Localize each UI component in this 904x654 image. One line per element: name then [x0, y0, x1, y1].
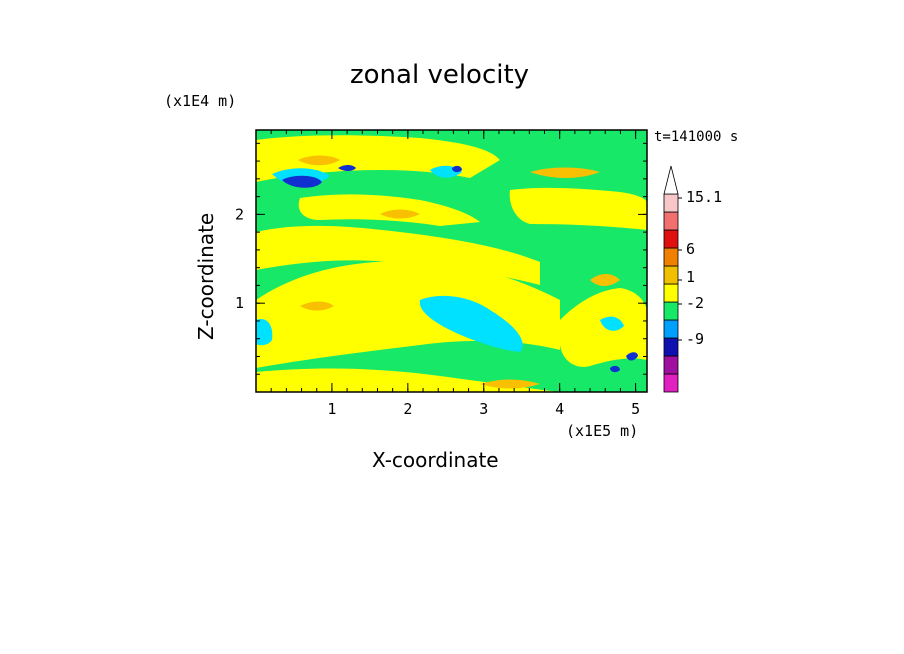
- contour-region: [338, 165, 356, 171]
- contour-region: [300, 301, 334, 311]
- colorbar-label: 6: [686, 240, 695, 258]
- colorbar-bin: [663, 265, 679, 285]
- colorbar-label: 1: [686, 268, 695, 286]
- colorbar-bin: [663, 301, 679, 321]
- contour-region: [560, 288, 647, 367]
- axis-ticks: 1 2 3 4 5 1 2: [235, 130, 647, 418]
- contour-region: [480, 379, 540, 389]
- contour-field: [256, 130, 647, 392]
- y-axis-unit: (x1E4 m): [164, 92, 237, 110]
- x-axis-unit: (x1E5 m): [566, 422, 639, 440]
- colorbar: 15.1 6 1 -2 -9: [663, 165, 722, 393]
- contour-region: [530, 167, 600, 178]
- x-tick-label: 2: [403, 400, 412, 418]
- contour-region: [256, 318, 273, 346]
- colorbar-bin: [663, 229, 679, 249]
- x-tick-label: 3: [479, 400, 488, 418]
- contour-region: [452, 165, 462, 173]
- colorbar-label: -2: [686, 294, 704, 312]
- colorbar-bin: [663, 373, 679, 393]
- colorbar-label: 15.1: [686, 188, 722, 206]
- contour-region: [256, 225, 540, 285]
- contour-region: [600, 316, 624, 331]
- colorbar-bin: [663, 247, 679, 267]
- time-label: t=141000 s: [654, 129, 739, 145]
- colorbar-bin: [663, 283, 679, 303]
- colorbar-bin: [663, 337, 679, 357]
- contour-region: [590, 274, 620, 286]
- y-tick-label: 2: [235, 205, 244, 223]
- colorbar-bin: [663, 319, 679, 339]
- colorbar-arrow: [663, 165, 679, 195]
- contour-region: [419, 295, 523, 352]
- x-tick-label: 4: [555, 400, 564, 418]
- x-axis-label: X-coordinate: [372, 448, 499, 472]
- colorbar-bin: [663, 211, 679, 231]
- contour-region: [626, 352, 638, 361]
- chart-title: zonal velocity: [350, 60, 530, 90]
- x-tick-label: 1: [327, 400, 336, 418]
- x-tick-label: 5: [631, 400, 640, 418]
- contour-region: [380, 209, 420, 219]
- colorbar-bin: [663, 355, 679, 375]
- contour-region: [298, 155, 340, 166]
- colorbar-bin: [663, 193, 679, 213]
- contour-region: [282, 175, 322, 188]
- plot-frame: [255, 129, 648, 393]
- contour-region: [509, 187, 647, 230]
- contour-region: [610, 365, 620, 373]
- y-tick-label: 1: [235, 294, 244, 312]
- contour-region: [298, 194, 480, 226]
- colorbar-label: -9: [686, 330, 704, 348]
- contour-region: [256, 261, 560, 368]
